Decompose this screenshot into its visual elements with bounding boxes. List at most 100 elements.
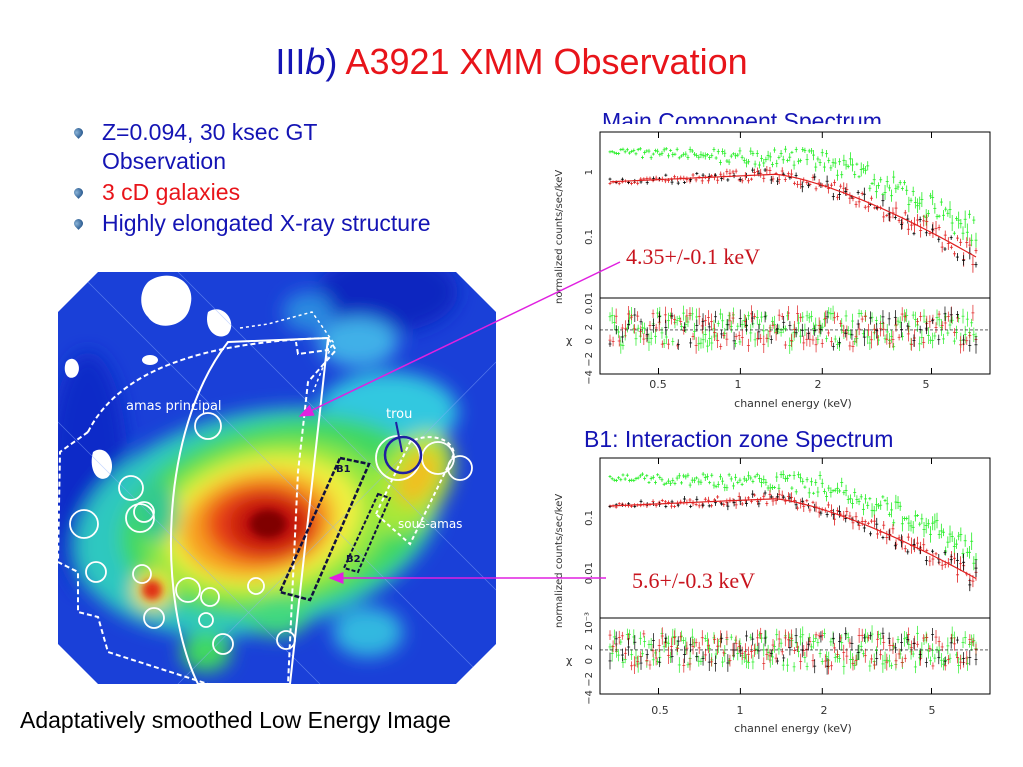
- spectrum-title-b1: B1: Interaction zone Spectrum: [584, 426, 894, 452]
- spectrum-point-red: [934, 220, 938, 237]
- spectrum-point-green: [816, 486, 820, 498]
- spectrum-point-green: [805, 477, 809, 483]
- residual-point: [875, 322, 879, 339]
- spectrum-point-green: [812, 491, 816, 495]
- residual-point: [963, 325, 967, 344]
- spectrum-point-green: [640, 155, 644, 160]
- spectrum-point-red: [608, 182, 612, 186]
- bullet-item: Highly elongated X-ray structure: [72, 209, 552, 238]
- residual-point: [756, 629, 760, 647]
- residual-point: [707, 653, 711, 671]
- residual-point: [866, 632, 870, 643]
- residual-point: [763, 629, 767, 647]
- spectrum-point-green: [959, 527, 963, 542]
- residual-point: [965, 311, 969, 327]
- residual-point: [707, 322, 711, 332]
- x-tick: 5: [923, 378, 930, 391]
- spectrum-point-green: [783, 475, 787, 483]
- spectrum-point-green: [935, 512, 939, 529]
- residual-point: [610, 645, 614, 662]
- x-tick: 2: [821, 704, 828, 717]
- residual-point: [673, 316, 677, 329]
- spectrum-point-black: [900, 219, 904, 230]
- spectrum-point-green: [760, 477, 764, 488]
- spectrum-point-green: [957, 531, 961, 541]
- residual-point: [874, 646, 878, 655]
- residual-point: [854, 330, 858, 344]
- spectrum-point-green: [898, 501, 902, 511]
- spectrum-point-red: [922, 538, 926, 552]
- spectrum-point-red: [719, 171, 723, 177]
- spectrum-point-green: [829, 164, 833, 171]
- residual-point: [771, 321, 775, 329]
- residual-point: [769, 335, 773, 344]
- residual-point: [708, 330, 712, 347]
- spectrum-point-green: [688, 146, 692, 153]
- residual-point: [873, 660, 877, 670]
- y-tick: 0.01: [584, 562, 595, 584]
- residual-point: [845, 648, 849, 664]
- residual-point: [757, 324, 761, 340]
- spectrum-point-red: [697, 503, 701, 509]
- spectrum-point-green: [751, 150, 755, 157]
- spectrum-point-green: [634, 476, 638, 481]
- spectrum-point-green: [844, 484, 848, 497]
- residual-point: [686, 661, 690, 668]
- residual-point: [620, 648, 624, 662]
- spectrum-point-green: [879, 500, 883, 510]
- residual-point: [744, 630, 748, 642]
- spectrum-point-red: [716, 176, 720, 184]
- spectrum-point-green: [842, 490, 846, 496]
- residual-point: [818, 649, 822, 658]
- spectrum-point-green: [623, 477, 627, 481]
- spectrum-point-red: [836, 507, 840, 514]
- residual-point: [643, 635, 647, 648]
- residual-point: [701, 313, 705, 331]
- residual-point: [627, 638, 631, 656]
- spectrum-point-green: [731, 152, 735, 156]
- spectrum-point-black: [862, 187, 866, 201]
- residual-point: [663, 306, 667, 324]
- residual-point: [700, 630, 704, 646]
- x-tick: 2: [815, 378, 822, 391]
- residual-point: [931, 627, 935, 641]
- spectrum-point-red: [796, 505, 800, 511]
- spectrum-point-black: [769, 176, 773, 184]
- spectrum-point-red: [768, 166, 772, 175]
- residual-point: [639, 325, 643, 338]
- spectrum-point-green: [892, 170, 896, 184]
- residual-point: [909, 337, 913, 351]
- spectrum-point-green: [749, 475, 753, 481]
- spectrum-point-red: [783, 497, 787, 505]
- residual-point: [751, 654, 755, 670]
- spectrum-point-black: [906, 549, 910, 555]
- residual-point: [794, 628, 798, 644]
- residual-point: [971, 637, 975, 646]
- residual-point: [799, 628, 803, 646]
- spectrum-point-red: [857, 196, 861, 208]
- spectrum-point-red: [734, 168, 738, 174]
- spectrum-point-green: [640, 472, 644, 476]
- residual-point: [757, 319, 761, 330]
- spectrum-plot-b1: normalized counts/sec/keV 0.1 0.01 10⁻³ …: [548, 452, 996, 742]
- residual-point: [919, 650, 923, 666]
- spectrum-point-green: [846, 495, 850, 504]
- spectrum-point-red: [786, 492, 790, 501]
- spectrum-point-green: [939, 523, 943, 539]
- spectrum-point-black: [937, 236, 941, 243]
- residual-point: [722, 331, 726, 339]
- spectrum-point-green: [653, 148, 657, 153]
- residual-point: [738, 644, 742, 657]
- spectrum-point-red: [740, 501, 744, 506]
- residual-point: [913, 311, 917, 328]
- residual-point: [765, 333, 769, 343]
- spectrum-point-green: [632, 478, 636, 483]
- residual-point: [893, 642, 897, 653]
- residual-point: [769, 650, 773, 657]
- spectrum-point-red: [706, 496, 710, 504]
- spectrum-point-green: [933, 513, 937, 531]
- residual-point: [839, 320, 843, 327]
- spectrum-point-green: [944, 206, 948, 212]
- spectrum-point-red: [974, 247, 978, 254]
- residual-point: [774, 324, 778, 341]
